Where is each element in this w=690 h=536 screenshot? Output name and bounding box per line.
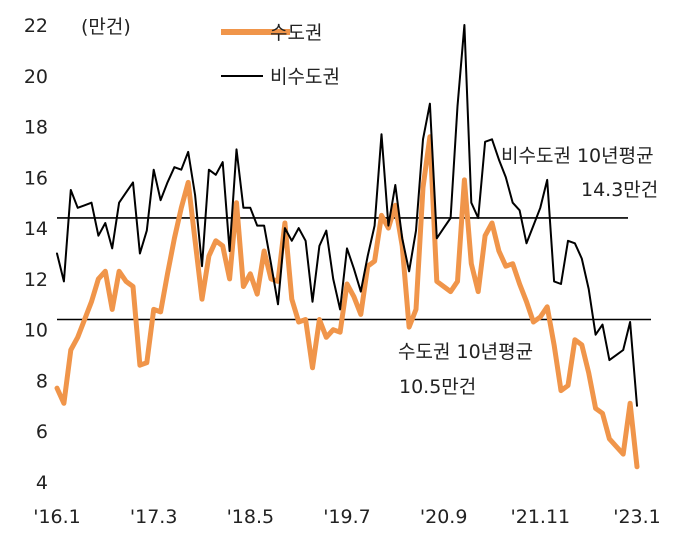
- y-tick-label: 22: [24, 15, 48, 37]
- noncapital-average-label: 비수도권 10년평균: [501, 145, 654, 167]
- axes: 4 6 8 10 12 14 16 18 20 22 '16.1 '17.3 '18.5 '19.7 '20…: [24, 15, 661, 528]
- y-tick-label: 20: [24, 66, 48, 88]
- y-tick-label: 4: [36, 472, 48, 494]
- x-tick-label: '16.1: [33, 506, 81, 528]
- unit-label: (만건): [81, 16, 131, 38]
- series-line-noncapital: [56, 24, 638, 407]
- series-line-capital: [54, 134, 640, 470]
- capital-average-label: 수도권 10년평균: [398, 341, 533, 363]
- y-tick-label: 16: [24, 167, 48, 189]
- y-tick-label: 18: [24, 117, 48, 139]
- x-tick-label: '23.1: [613, 506, 661, 528]
- x-tick-label: '17.3: [130, 506, 178, 528]
- legend-label-noncapital: 비수도권: [270, 66, 340, 88]
- x-tick-label: '21.11: [511, 506, 571, 528]
- annotations: 비수도권 10년평균 14.3만건 수도권 10년평균 10.5만건: [398, 145, 658, 398]
- y-tick-label: 8: [36, 370, 48, 392]
- y-tick-label: 6: [36, 421, 48, 443]
- capital-average-value: 10.5만건: [399, 376, 476, 398]
- y-tick-label: 10: [24, 320, 48, 342]
- legend: 수도권 비수도권: [221, 22, 340, 88]
- x-tick-label: '20.9: [420, 506, 468, 528]
- series-group: [54, 24, 640, 470]
- legend-label-capital: 수도권: [270, 22, 322, 44]
- x-tick-label: '18.5: [227, 506, 275, 528]
- noncapital-average-value: 14.3만건: [581, 179, 658, 201]
- y-tick-label: 12: [24, 269, 48, 291]
- y-tick-label: 14: [24, 218, 48, 240]
- x-tick-label: '19.7: [323, 506, 371, 528]
